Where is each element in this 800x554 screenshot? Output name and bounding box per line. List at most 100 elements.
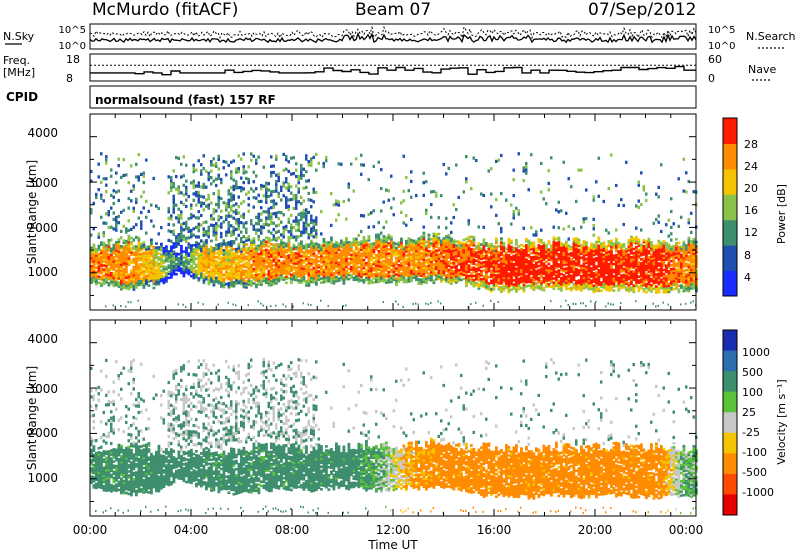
heatmap-cell xyxy=(285,305,287,308)
heatmap-cell xyxy=(107,277,111,281)
heatmap-cell xyxy=(437,242,441,246)
heatmap-cell xyxy=(385,263,388,266)
heatmap-cell xyxy=(130,199,133,203)
heatmap-cell xyxy=(487,284,491,287)
heatmap-cell xyxy=(497,277,501,281)
heatmap-cell xyxy=(225,270,228,274)
heatmap-cell xyxy=(472,254,476,257)
heatmap-cell xyxy=(300,211,303,215)
heatmap-cell xyxy=(537,278,541,282)
heatmap-cell xyxy=(297,279,301,282)
heatmap-cell xyxy=(242,200,245,204)
heatmap-cell xyxy=(272,247,276,251)
heatmap-cell xyxy=(252,267,256,271)
heatmap-cell xyxy=(280,245,283,248)
heatmap-cell xyxy=(92,278,96,281)
heatmap-cell xyxy=(585,253,588,257)
heatmap-cell xyxy=(585,286,588,289)
heatmap-cell xyxy=(580,252,583,255)
heatmap-cell xyxy=(180,235,183,239)
heatmap-cell xyxy=(592,261,596,265)
heatmap-cell xyxy=(362,163,365,167)
heatmap-cell xyxy=(507,282,511,286)
heatmap-cell xyxy=(367,243,371,246)
heatmap-cell xyxy=(377,250,381,253)
heatmap-cell xyxy=(282,303,284,306)
heatmap-cell xyxy=(382,276,386,279)
heatmap-cell xyxy=(172,197,175,202)
heatmap-cell xyxy=(290,197,293,202)
heatmap-cell xyxy=(397,274,401,277)
heatmap-cell xyxy=(547,242,551,245)
heatmap-cell xyxy=(250,263,253,267)
heatmap-cell xyxy=(602,245,606,248)
heatmap-cell xyxy=(215,256,218,259)
heatmap-cell xyxy=(585,304,587,307)
heatmap-cell xyxy=(590,267,593,270)
heatmap-cell xyxy=(210,214,213,218)
heatmap-cell xyxy=(497,263,501,266)
heatmap-cell xyxy=(607,289,611,292)
heatmap-cell xyxy=(125,230,128,234)
heatmap-cell xyxy=(242,240,246,244)
heatmap-cell xyxy=(220,283,223,286)
heatmap-cell xyxy=(140,271,143,274)
heatmap-cell xyxy=(237,224,240,228)
heatmap-cell xyxy=(225,262,228,265)
heatmap-cell xyxy=(477,256,481,260)
heatmap-cell xyxy=(135,267,138,271)
heatmap-cell xyxy=(572,266,576,269)
heatmap-cell xyxy=(530,272,533,275)
heatmap-cell xyxy=(427,274,431,277)
heatmap-cell xyxy=(220,225,223,229)
heatmap-cell xyxy=(592,198,595,202)
heatmap-cell xyxy=(500,282,503,285)
heatmap-cell xyxy=(502,264,506,267)
heatmap-cell xyxy=(345,257,348,261)
heatmap-cell xyxy=(150,277,153,280)
heatmap-cell xyxy=(347,249,351,252)
heatmap-cell xyxy=(435,245,438,248)
heatmap-cell xyxy=(577,279,581,282)
heatmap-cell xyxy=(260,206,263,210)
heatmap-cell xyxy=(190,232,193,236)
heatmap-cell xyxy=(465,276,468,280)
heatmap-cell xyxy=(295,222,298,226)
heatmap-cell xyxy=(475,271,478,275)
heatmap-cell xyxy=(380,273,383,276)
heatmap-cell xyxy=(505,274,508,277)
heatmap-cell xyxy=(572,270,576,273)
heatmap-cell xyxy=(455,272,458,276)
heatmap-cell xyxy=(117,269,121,272)
heatmap-cell xyxy=(230,192,233,196)
heatmap-cell xyxy=(357,257,361,261)
heatmap-cell xyxy=(387,233,391,237)
heatmap-cell xyxy=(560,264,563,268)
heatmap-cell xyxy=(212,251,216,254)
heatmap-cell xyxy=(315,266,318,270)
heatmap-cell xyxy=(202,265,206,268)
heatmap-cell xyxy=(270,238,273,242)
heatmap-cell xyxy=(242,273,246,277)
heatmap-cell xyxy=(112,260,116,263)
heatmap-cell xyxy=(495,278,498,281)
heatmap-cell xyxy=(290,172,293,176)
heatmap-cell xyxy=(212,263,216,266)
heatmap-cell xyxy=(202,275,206,278)
heatmap-cell xyxy=(195,249,198,252)
heatmap-cell xyxy=(347,198,350,202)
heatmap-cell xyxy=(215,260,218,263)
heatmap-cell xyxy=(242,165,245,169)
heatmap-cell xyxy=(280,188,283,192)
heatmap-cell xyxy=(205,204,208,208)
heatmap-cell xyxy=(535,230,538,234)
heatmap-cell xyxy=(375,280,378,284)
heatmap-cell xyxy=(532,276,536,279)
heatmap-cell xyxy=(177,185,180,189)
heatmap-cell xyxy=(305,154,308,158)
heatmap-cell xyxy=(602,280,606,283)
heatmap-cell xyxy=(432,248,436,252)
heatmap-cell xyxy=(305,265,308,269)
noise-left-label: N.Sky xyxy=(3,30,35,43)
heatmap-cell xyxy=(262,257,266,260)
